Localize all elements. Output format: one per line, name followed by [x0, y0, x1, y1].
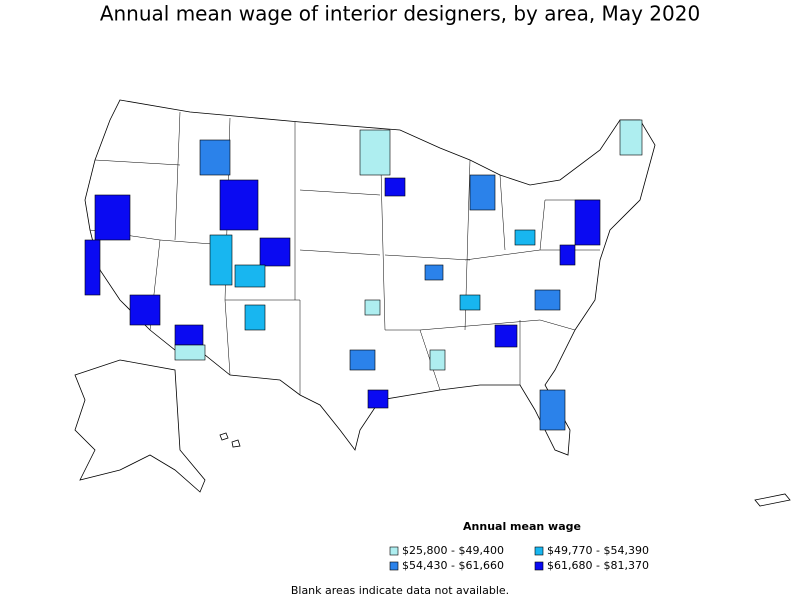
- region: [459, 294, 481, 311]
- legend-label: $61,680 - $81,370: [547, 559, 649, 572]
- region: [429, 349, 446, 371]
- title: Annual mean wage of interior designers, …: [100, 2, 700, 26]
- region: [384, 177, 406, 197]
- region: [367, 389, 389, 409]
- region: [174, 344, 206, 361]
- region: [219, 179, 259, 231]
- legend-swatch: [389, 561, 399, 571]
- region: [259, 237, 291, 267]
- region: [469, 174, 496, 211]
- hawaii: [219, 432, 241, 448]
- legend: Annual mean wage $25,800 - $49,400 $49,77…: [389, 520, 649, 572]
- region: [364, 299, 381, 316]
- region: [129, 294, 161, 326]
- region: [539, 389, 566, 431]
- region: [494, 324, 518, 348]
- legend-label: $49,770 - $54,390: [547, 544, 649, 557]
- region: [209, 234, 233, 286]
- state-lines: [89, 111, 600, 395]
- note: Blank areas indicate data not available.: [291, 584, 509, 597]
- legend-items: $25,800 - $49,400 $49,770 - $54,390 $54,43…: [389, 544, 649, 572]
- puerto-rico: [754, 493, 791, 507]
- region: [349, 349, 376, 371]
- region: [574, 199, 601, 246]
- legend-label: $54,430 - $61,660: [402, 559, 504, 572]
- alaska: [74, 359, 206, 493]
- legend-swatch: [534, 561, 544, 571]
- region: [244, 304, 266, 331]
- region: [174, 324, 204, 346]
- region: [359, 129, 391, 176]
- legend-swatch: [534, 546, 544, 556]
- region: [424, 264, 444, 281]
- map: [74, 99, 791, 507]
- legend-label: $25,800 - $49,400: [402, 544, 504, 557]
- region: [234, 264, 266, 288]
- region: [94, 194, 131, 241]
- region: [559, 244, 576, 266]
- region: [84, 239, 101, 296]
- legend-swatch: [389, 546, 399, 556]
- region: [199, 139, 231, 176]
- region: [514, 229, 536, 246]
- legend-title: Annual mean wage: [463, 520, 581, 533]
- region: [534, 289, 561, 311]
- region: [619, 119, 643, 156]
